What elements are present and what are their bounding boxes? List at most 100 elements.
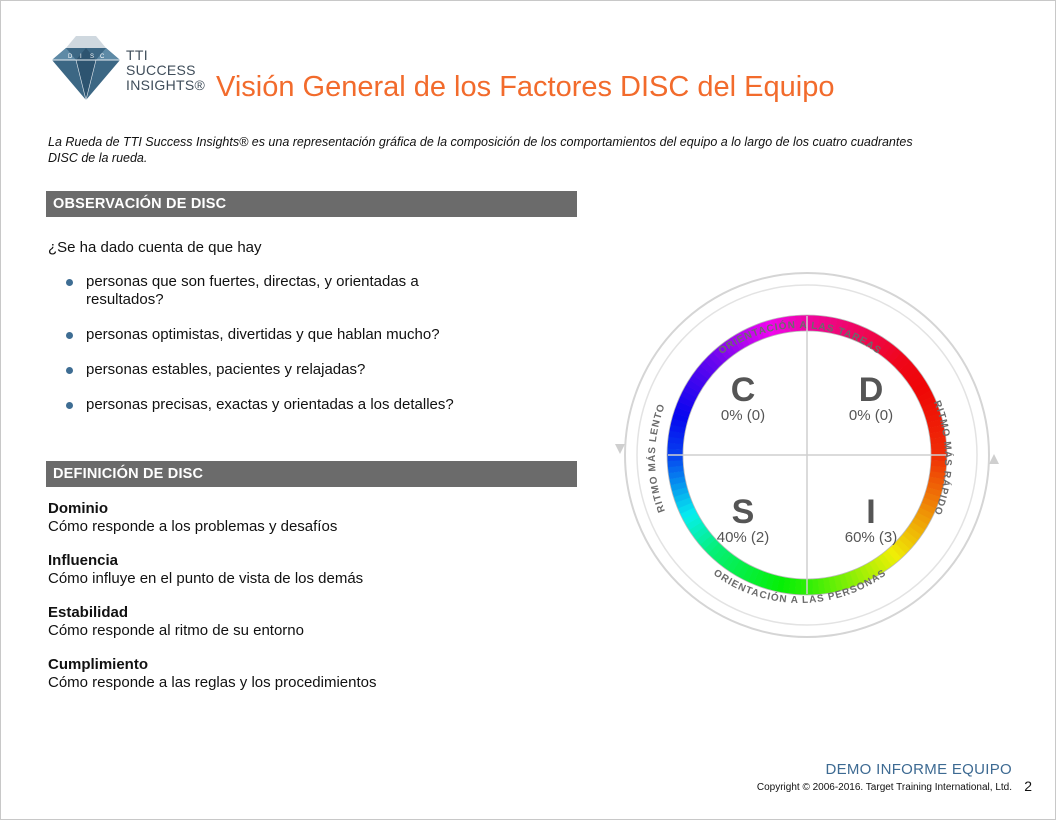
ring-segment: [699, 360, 716, 376]
ring-segment: [919, 395, 937, 408]
ring-segment: [905, 369, 922, 385]
bullet-dot-icon: [66, 332, 73, 339]
ring-segment: [731, 333, 746, 351]
ring-segment: [916, 390, 935, 403]
ring-segment: [679, 507, 698, 520]
ring-segment: [742, 564, 755, 582]
disc-wheel: ORIENTACIÓN A LAS TAREAS ORIENTACIÓN A L…: [600, 258, 1000, 658]
ring-segment: [886, 347, 902, 364]
ring-segment: [923, 407, 941, 418]
quadrant-letter-i: I: [866, 493, 875, 531]
ring-segment: [833, 318, 844, 336]
ring-segment: [667, 460, 684, 468]
ring-segment: [677, 395, 695, 408]
ring-segment: [675, 401, 693, 413]
ring-segment: [898, 534, 915, 550]
svg-text:D: D: [68, 54, 73, 60]
ring-segment: [667, 465, 685, 474]
ring-segment: [930, 442, 947, 450]
ring-segment: [930, 460, 947, 468]
ring-segment: [817, 315, 826, 333]
ring-segment: [794, 315, 802, 332]
svg-text:I: I: [80, 54, 82, 60]
definition-item: Influencia Cómo influye en el punto de v…: [48, 552, 548, 588]
arrow-left-icon: [615, 444, 625, 454]
inner-guide-ring: [636, 284, 978, 626]
ring-segment: [914, 512, 932, 526]
list-item-text: personas precisas, exactas y orientadas …: [86, 396, 454, 413]
ring-segment: [822, 577, 832, 594]
ring-segment: [675, 497, 693, 509]
definition-term: Influencia: [48, 552, 119, 569]
ring-segment: [670, 481, 688, 492]
definition-heading: DEFINICIÓN DE DISC: [46, 461, 577, 487]
ring-segment: [671, 412, 689, 423]
definition-term: Estabilidad: [48, 604, 129, 621]
ring-segment: [692, 525, 709, 541]
ring-segment: [712, 546, 728, 563]
ring-segment: [901, 365, 919, 380]
ring-segment: [800, 578, 807, 595]
ring-segment: [916, 507, 934, 520]
ring-segment: [682, 384, 700, 398]
ring-segment: [682, 512, 700, 525]
ring-segment: [930, 455, 947, 462]
ring-segment: [670, 418, 688, 429]
ring-segment: [788, 315, 797, 333]
ring-segment: [859, 564, 872, 583]
list-item-text: personas que son fuertes, directas, y or…: [86, 273, 419, 308]
ring-segment: [921, 497, 939, 509]
diamond-logo-icon: D I S C: [52, 36, 120, 101]
ring-segment: [800, 315, 808, 332]
ring-segment: [828, 317, 838, 334]
ring-segment: [901, 530, 919, 546]
definition-desc: Cómo responde a las reglas y los procedi…: [48, 674, 377, 691]
ring-border: [666, 314, 948, 596]
ring-segment: [864, 330, 878, 348]
ring-segment: [894, 356, 911, 372]
ring-segment: [854, 567, 867, 585]
list-item: personas estables, pacientes y relajadas…: [66, 361, 496, 379]
list-item: personas optimistas, divertidas y que ha…: [66, 326, 496, 344]
ring-segment: [753, 323, 765, 341]
ring-segment: [717, 343, 732, 361]
definition-item: Dominio Cómo responde a los problemas y …: [48, 500, 548, 536]
ring-segment: [764, 573, 775, 591]
ring-segment: [667, 442, 684, 450]
ring-segment: [890, 542, 906, 559]
ring-segment: [708, 351, 724, 368]
ring-segment: [868, 559, 883, 577]
ring-segment: [695, 530, 713, 545]
ring-segment: [680, 390, 698, 403]
report-name: DEMO INFORME EQUIPO: [825, 761, 1012, 778]
ring-segment: [921, 401, 939, 413]
ring-segment: [731, 559, 745, 577]
definition-term: Cumplimiento: [48, 656, 148, 673]
ring-segment: [806, 578, 814, 595]
list-item: personas que son fuertes, directas, y or…: [66, 273, 496, 309]
outer-guide-ring: [624, 272, 990, 638]
ring-segment: [703, 355, 720, 372]
ring-segment: [833, 574, 844, 592]
page-number: 2: [1024, 778, 1032, 794]
ring-segment: [721, 340, 737, 357]
ring-segment: [930, 448, 947, 456]
definition-desc: Cómo responde al ritmo de su entorno: [48, 622, 304, 639]
definition-desc: Cómo influye en el punto de vista de los…: [48, 570, 364, 587]
ring-segment: [712, 347, 728, 364]
color-ring: [666, 314, 948, 596]
ring-segment: [890, 351, 907, 368]
ring-segment: [688, 374, 706, 389]
ring-segment: [703, 538, 720, 554]
ring-segment: [869, 333, 883, 351]
quadrant-letter-d: D: [859, 371, 884, 409]
list-item-text: personas estables, pacientes y relajadas…: [86, 361, 366, 378]
ring-segment: [908, 521, 926, 536]
ring-segment: [668, 470, 685, 480]
ring-segment: [817, 577, 826, 595]
observation-list: personas que son fuertes, directas, y or…: [66, 273, 496, 431]
ring-segment: [673, 492, 691, 503]
disc-wheel-graphic: ORIENTACIÓN A LAS TAREAS ORIENTACIÓN A L…: [615, 272, 999, 638]
ring-segment: [776, 576, 786, 593]
ring-segment: [926, 481, 944, 492]
